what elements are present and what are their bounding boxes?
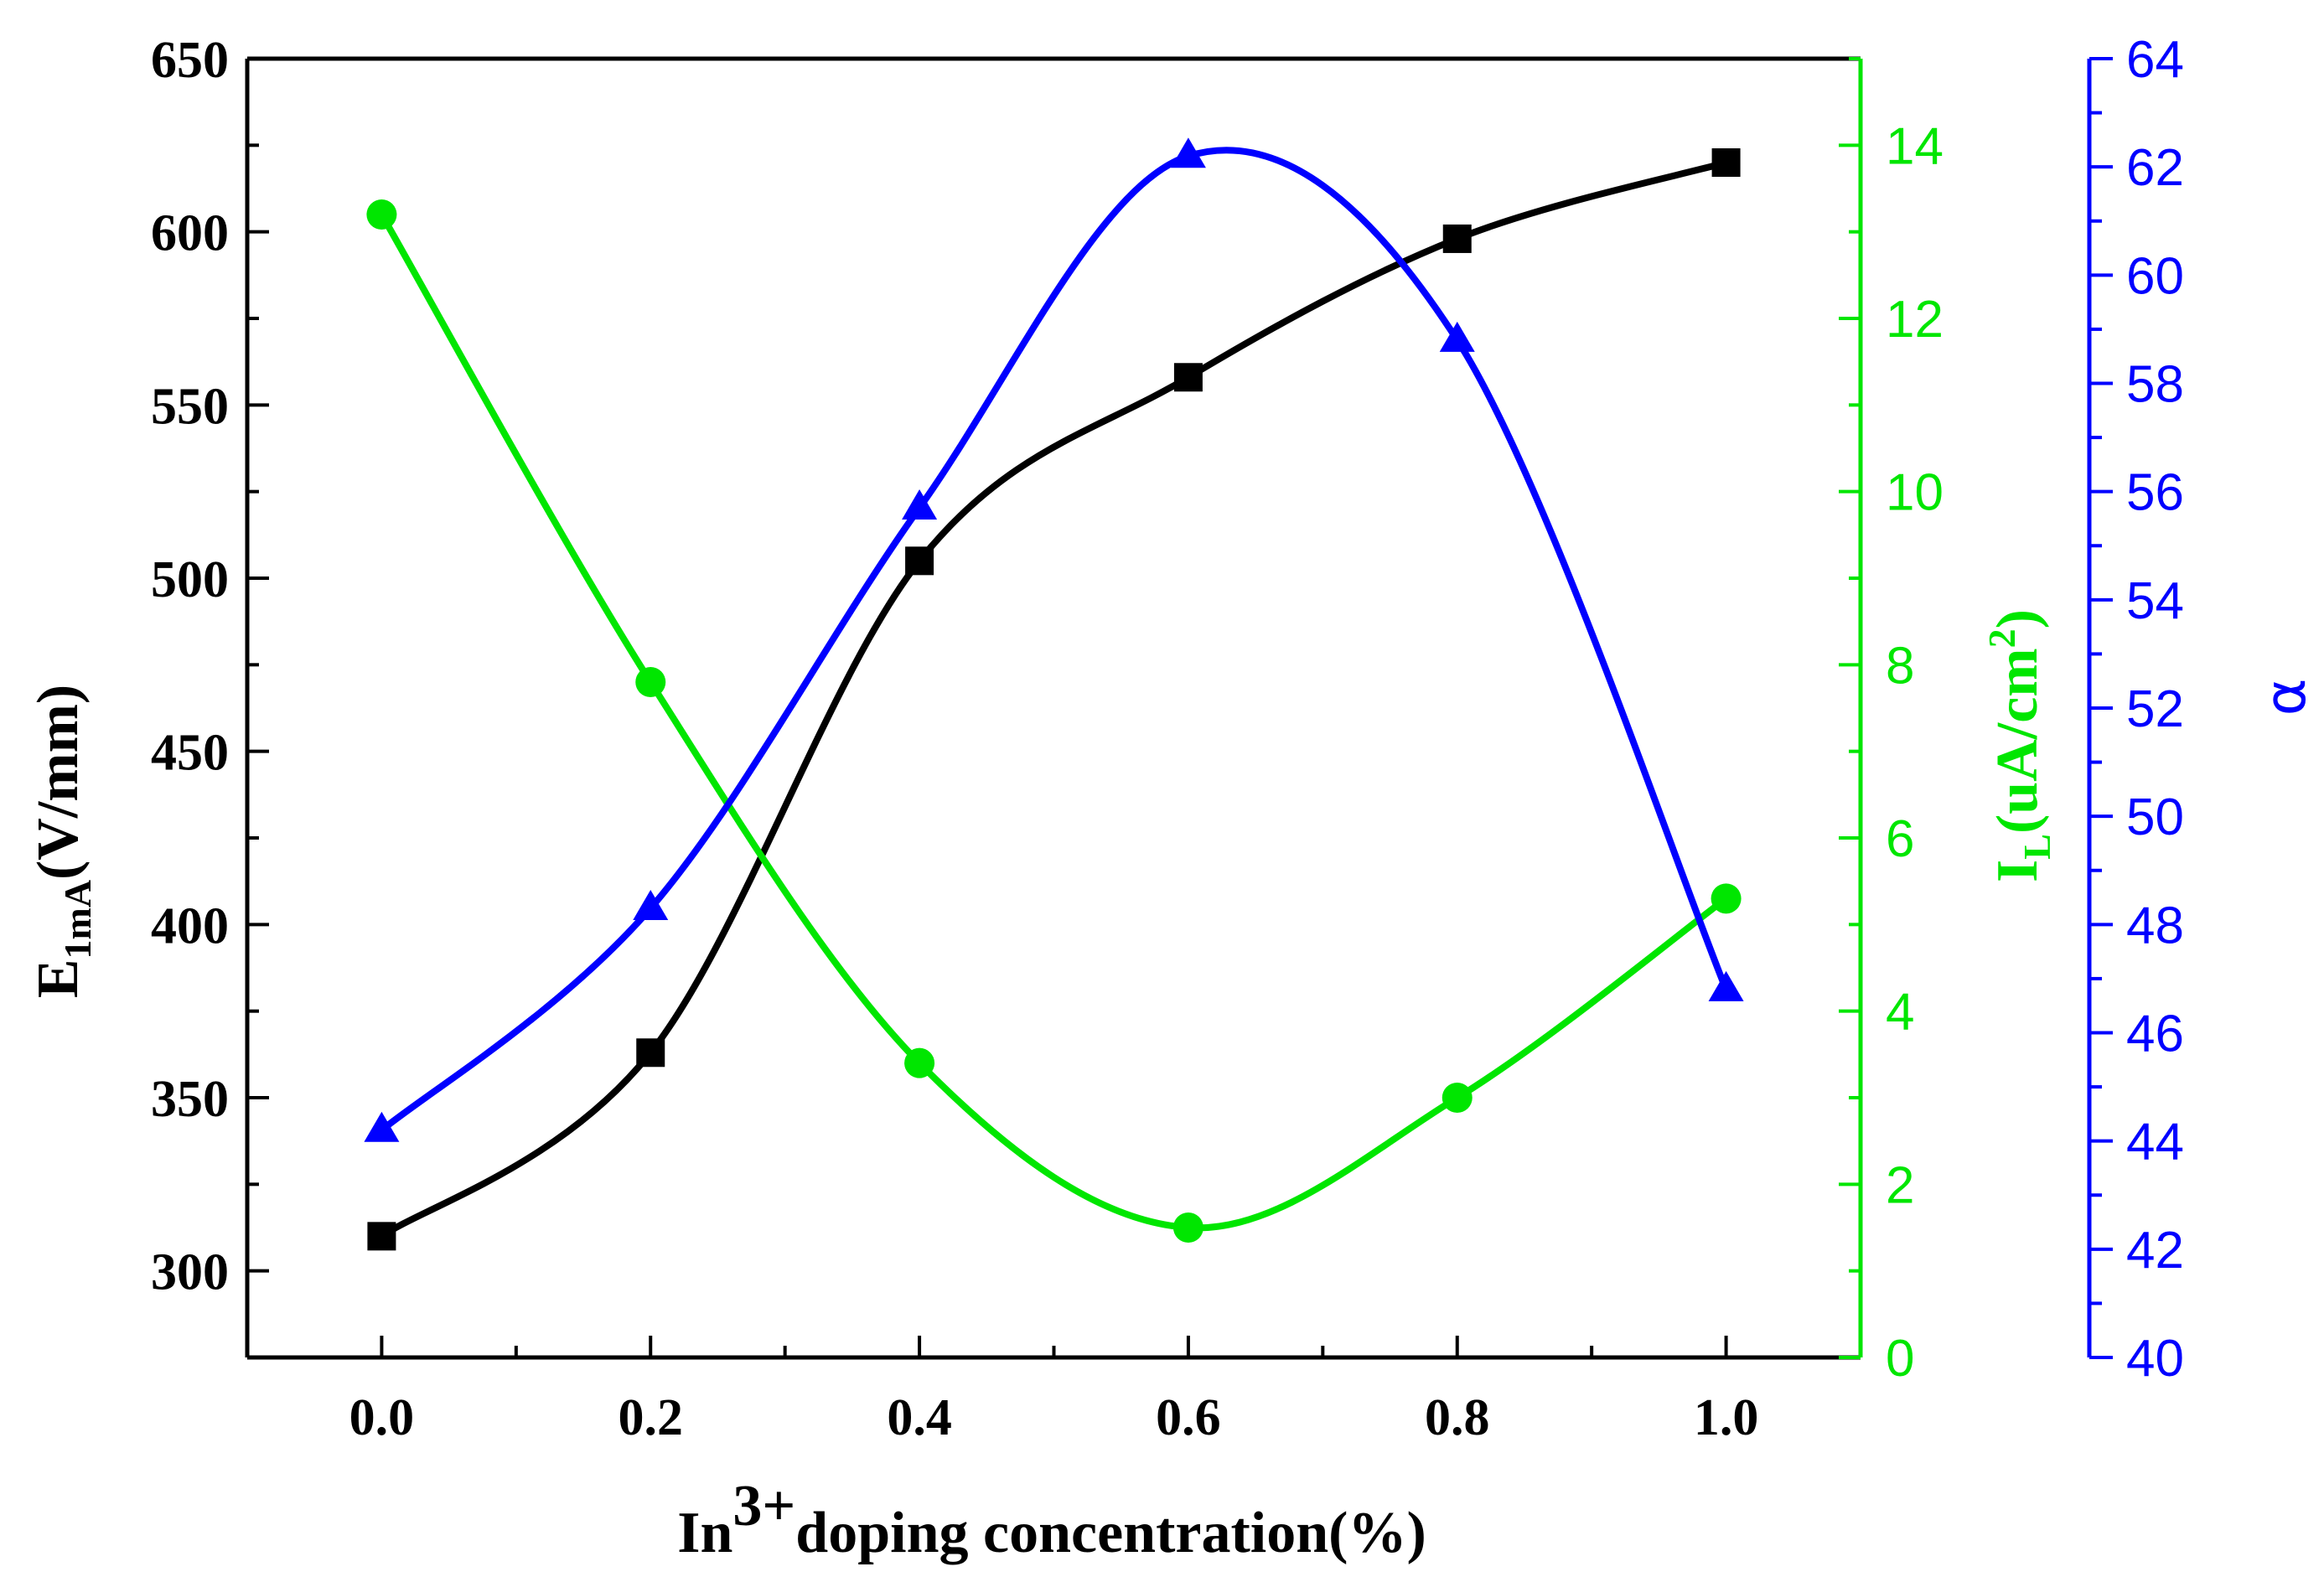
left-axis-title-sub: 1mA — [56, 880, 99, 959]
left-axis-title-base: E — [26, 959, 91, 999]
alpha-tick-label: 44 — [2126, 1114, 2184, 1171]
il-axis-title-close: ) — [1985, 609, 2050, 628]
il-axis-title: IL(uA/cm2) — [1980, 609, 2058, 882]
alpha-tick-label: 60 — [2126, 247, 2184, 305]
e1ma-point — [636, 1038, 665, 1068]
alpha-tick-label: 48 — [2126, 897, 2184, 954]
alpha-point — [1170, 137, 1206, 168]
il-tick-label: 10 — [1886, 464, 1944, 522]
il-tick-label: 6 — [1886, 810, 1914, 868]
e1ma-point — [1711, 148, 1741, 177]
alpha-tick-label: 56 — [2126, 464, 2184, 522]
series-line-e1ma — [380, 159, 1727, 1239]
il-point — [366, 199, 397, 230]
e1ma-point — [1173, 363, 1203, 392]
axes: 0.0 0.2 0.4 0.6 0.8 1.03003504004505005506006… — [151, 31, 2184, 1446]
series-line-alpha — [379, 147, 1730, 1133]
e1ma-point — [1442, 224, 1472, 253]
alpha-tick-label: 54 — [2126, 572, 2184, 630]
left-tick-label: 650 — [151, 32, 229, 89]
il-tick-label: 0 — [1886, 1330, 1914, 1388]
left-tick-label: 400 — [151, 897, 229, 954]
plot-lines — [378, 147, 1730, 1239]
il-point — [1172, 1212, 1203, 1243]
x-tick-label: 1.0 — [1694, 1389, 1759, 1446]
il-tick-label: 4 — [1886, 984, 1914, 1042]
left-axis-title: E1mA(V/mm) — [26, 685, 99, 999]
plot-markers — [364, 137, 1744, 1251]
alpha-point — [1708, 970, 1744, 1001]
alpha-tick-label: 52 — [2126, 680, 2184, 738]
left-tick-label: 550 — [151, 378, 229, 435]
alpha-tick-label: 40 — [2126, 1330, 2184, 1388]
left-tick-label: 500 — [151, 551, 229, 608]
alpha-tick-label: 50 — [2126, 788, 2184, 846]
il-axis-title-sub: L — [2016, 834, 2058, 860]
e1ma-point — [367, 1222, 396, 1251]
alpha-point — [364, 1111, 400, 1142]
x-tick-label: 0.8 — [1425, 1389, 1490, 1446]
il-axis-title-sup: 2 — [1980, 628, 2023, 648]
x-tick-label: 0.4 — [887, 1389, 952, 1446]
x-tick-label: 0.6 — [1156, 1389, 1221, 1446]
x-axis-title: In3+doping concentration(%) — [677, 1474, 1426, 1565]
x-axis-title-base: In — [677, 1501, 732, 1565]
il-tick-label: 8 — [1886, 637, 1914, 695]
il-tick-label: 14 — [1886, 117, 1944, 175]
left-tick-label: 350 — [151, 1071, 229, 1128]
series-line-il — [378, 213, 1728, 1232]
e1ma-point — [905, 546, 934, 576]
left-tick-label: 300 — [151, 1244, 229, 1301]
x-tick-label: 0.0 — [349, 1389, 415, 1446]
alpha-tick-label: 62 — [2126, 139, 2184, 197]
alpha-tick-label: 46 — [2126, 1006, 2184, 1063]
il-point — [1442, 1083, 1473, 1113]
alpha-tick-label: 64 — [2126, 31, 2184, 89]
alpha-tick-label: 42 — [2126, 1222, 2184, 1280]
left-tick-label: 450 — [151, 725, 229, 782]
alpha-tick-label: 58 — [2126, 356, 2184, 414]
x-tick-label: 0.2 — [619, 1389, 684, 1446]
alpha-point — [633, 889, 669, 920]
alpha-point — [1439, 321, 1475, 352]
alpha-point — [902, 489, 938, 520]
x-axis-title-rest: doping concentration(%) — [795, 1501, 1426, 1565]
il-axis-title-unit: (uA/cm — [1985, 648, 2050, 834]
il-tick-label: 2 — [1886, 1156, 1914, 1214]
alpha-axis-title: α — [2253, 679, 2319, 716]
left-tick-label: 600 — [151, 205, 229, 262]
il-axis-title-base: I — [1985, 860, 2050, 882]
il-point — [635, 667, 666, 697]
x-axis-title-sup: 3+ — [732, 1474, 795, 1538]
left-axis-title-unit: (V/mm) — [26, 685, 91, 880]
il-tick-label: 12 — [1886, 291, 1944, 349]
il-point — [904, 1047, 935, 1078]
il-point — [1711, 883, 1742, 914]
